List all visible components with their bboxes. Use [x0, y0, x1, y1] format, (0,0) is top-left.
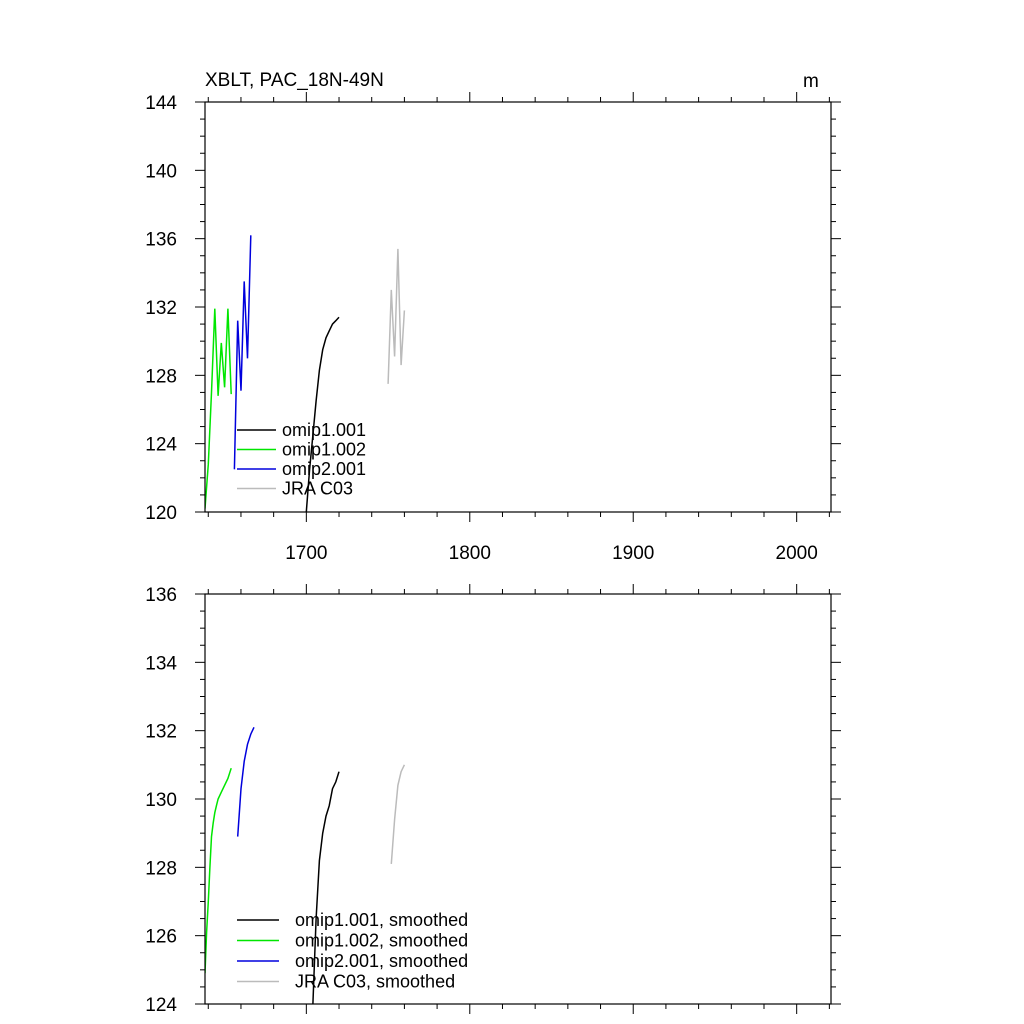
x-tick-label: 1800 [449, 543, 491, 564]
x-tick-label: 1900 [612, 543, 654, 564]
y-tick-label: 134 [145, 653, 177, 674]
tick-marks [195, 584, 841, 1014]
y-tick-label: 132 [145, 722, 177, 743]
series-line-4 [387, 248, 406, 384]
figure-units: m [803, 71, 819, 92]
series-line-3 [236, 726, 255, 837]
y-tick-label: 124 [145, 995, 177, 1016]
y-tick-label: 128 [145, 366, 177, 387]
series-line-4 [390, 764, 406, 864]
x-tick-label: 1700 [285, 543, 327, 564]
y-tick-label: 120 [145, 503, 177, 524]
y-tick-label: 136 [145, 585, 177, 606]
series-line-2 [205, 308, 232, 509]
y-tick-label: 130 [145, 790, 177, 811]
figure-title: XBLT, PAC_18N-49N [205, 70, 384, 91]
series-group [205, 726, 406, 1004]
legend-entry: JRA C03, smoothed [295, 972, 455, 992]
series-line-2 [205, 767, 232, 974]
legend-entry: omip1.002 [282, 440, 366, 460]
y-tick-label: 128 [145, 858, 177, 879]
series-line-3 [233, 235, 252, 470]
legend-entry: JRA C03 [282, 479, 353, 499]
series-line-1 [305, 316, 340, 512]
legend-entry: omip2.001 [282, 459, 366, 479]
top-panel-annual: 120 124 128 132 136 140 144 1700 1800 1900 2000 omi… [145, 92, 841, 564]
legend-entry: omip1.001, smoothed [295, 910, 468, 930]
y-tick-label: 124 [145, 435, 177, 456]
legend-entry: omip1.002, smoothed [295, 931, 468, 951]
series-group [205, 235, 406, 512]
y-tick-label: 144 [145, 93, 177, 114]
y-tick-label: 126 [145, 927, 177, 948]
y-tick-label: 140 [145, 161, 177, 182]
tick-marks [195, 92, 841, 522]
bottom-panel-smoothed: 124 126 128 130 132 134 136 omip1.001, smoothed… [145, 584, 841, 1016]
legend-entry: omip1.001 [282, 420, 366, 440]
series-line-1 [312, 771, 340, 1004]
x-tick-label: 2000 [776, 543, 818, 564]
y-tick-label: 136 [145, 230, 177, 251]
y-tick-label: 132 [145, 298, 177, 319]
legend-entry: omip2.001, smoothed [295, 951, 468, 971]
